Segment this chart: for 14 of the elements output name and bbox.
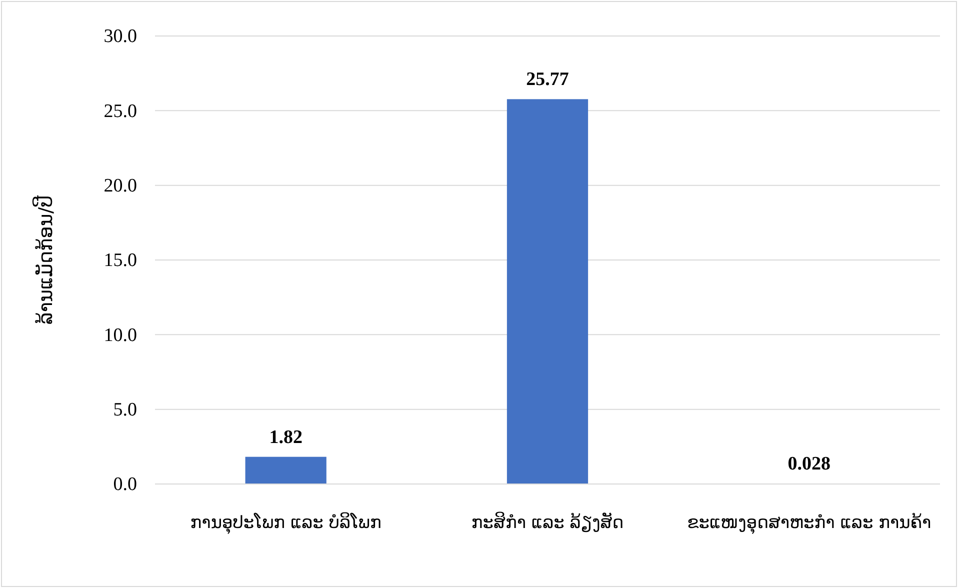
x-tick-label: ຂະແໜງອຸດສາຫະກຳ ແລະ ການຄ້າ <box>687 512 932 534</box>
y-tick-label: 25.0 <box>104 100 137 122</box>
y-tick-label: 10.0 <box>104 324 137 346</box>
y-tick-label: 5.0 <box>113 399 137 420</box>
data-label: 0.028 <box>788 454 831 475</box>
data-label: 25.77 <box>526 69 570 90</box>
y-tick-label: 30.0 <box>104 26 137 48</box>
y-axis-title: ລ້ານແມັດກ້ອນ/ປີ <box>32 195 57 325</box>
y-tick-label: 15.0 <box>104 250 137 272</box>
x-tick-label: ກະສິກຳ ແລະ ລ້ຽງສັດ <box>471 512 624 533</box>
y-tick-label: 0.0 <box>113 474 137 496</box>
y-tick-label: 20.0 <box>104 175 137 196</box>
data-label: 1.82 <box>269 426 302 448</box>
x-tick-label: ການອຸປະໂພກ ແລະ ບໍລິໂພກ <box>190 512 382 534</box>
